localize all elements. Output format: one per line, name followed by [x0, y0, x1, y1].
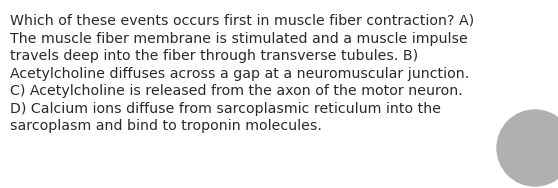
Text: Which of these events occurs first in muscle fiber contraction? A)
The muscle fi: Which of these events occurs first in mu… — [10, 14, 474, 133]
Circle shape — [497, 110, 558, 186]
